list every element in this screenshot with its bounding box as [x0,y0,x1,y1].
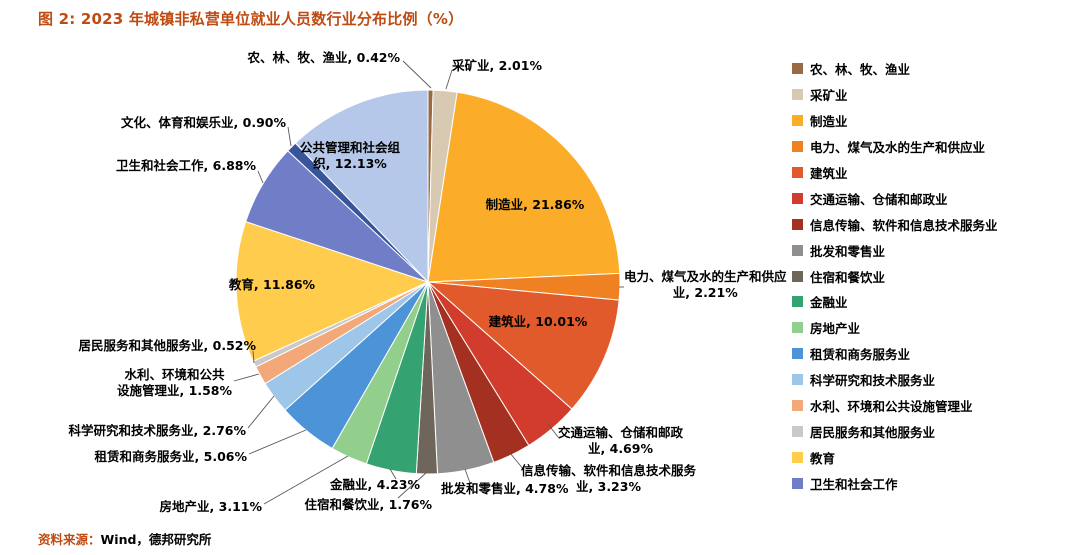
legend-item-5: 交通运输、仓储和邮政业 [792,185,998,211]
legend-label-14: 居民服务和其他服务业 [810,424,936,440]
pie-slice-2 [427,91,621,283]
legend-item-6: 信息传输、软件和信息技术服务业 [792,211,998,237]
leader-line-6 [509,452,525,471]
legend-swatch-6 [792,218,803,230]
legend-item-13: 水利、环境和公共设施管理业 [792,393,998,419]
legend-label-6: 信息传输、软件和信息技术服务业 [810,217,998,233]
figure-title: 图 2: 2023 年城镇非私营单位就业人员数行业分布比例（%） [38,10,464,28]
source-prefix: 资料来源： [38,532,101,547]
pie-label-9: 金融业, 4.23% [330,477,420,492]
legend-swatch-15 [792,451,803,463]
legend-label-3: 电力、煤气及水的生产和供应业 [810,140,986,156]
leader-line-11 [248,429,307,455]
legend-swatch-2 [792,115,803,127]
leader-line-9 [389,468,397,480]
legend-item-8: 住宿和餐饮业 [792,263,998,289]
pie-slice-18 [294,89,429,284]
legend-item-9: 金融业 [792,289,998,315]
leader-line-16 [257,170,264,184]
legend-label-5: 交通运输、仓储和邮政业 [810,191,948,207]
legend-label-0: 农、林、牧、渔业 [810,62,911,78]
pie-label-8: 住宿和餐饮业, 1.76% [304,497,432,512]
legend-item-2: 制造业 [792,108,998,134]
legend-item-16: 卫生和社会工作 [792,470,998,496]
legend-item-10: 房地产业 [792,315,998,341]
leader-line-5 [547,423,559,438]
legend-swatch-5 [792,192,803,204]
legend-swatch-4 [792,167,803,178]
pie-slice-15 [235,220,430,362]
legend-item-0: 农、林、牧、渔业 [792,56,998,82]
legend-label-9: 金融业 [810,295,848,311]
legend-label-10: 房地产业 [810,321,861,337]
source-text: Wind，德邦研究所 [100,532,212,547]
legend-swatch-8 [792,270,803,282]
leader-line-7 [464,468,471,484]
legend-swatch-11 [792,348,803,360]
pie-label-4: 建筑业, 10.01% [488,314,588,329]
pie-label-13: 水利、环境和公共 设施管理业, 1.58% [117,367,232,398]
legend-label-12: 科学研究和技术服务业 [810,373,936,389]
legend-item-3: 电力、煤气及水的生产和供应业 [792,134,998,160]
pie-label-11: 租赁和商务服务业, 5.06% [94,449,247,464]
legend-swatch-13 [792,400,803,412]
legend-item-1: 采矿业 [792,82,998,108]
legend-swatch-1 [792,89,803,101]
legend-label-1: 采矿业 [810,88,848,104]
pie-label-10: 房地产业, 3.11% [159,499,262,514]
leader-line-13 [233,373,260,382]
leader-line-14 [252,350,255,364]
pie-label-7: 批发和零售业, 4.78% [441,481,569,496]
source-note: 资料来源：Wind，德邦研究所 [38,529,211,548]
leader-line-10 [263,455,349,505]
legend-item-14: 居民服务和其他服务业 [792,418,998,444]
pie-label-5: 交通运输、仓储和邮政 业, 4.69% [558,425,684,456]
leader-line-1 [445,69,453,90]
pie-label-12: 科学研究和技术服务业, 2.76% [68,423,246,438]
pie-label-0: 农、林、牧、渔业, 0.42% [247,50,400,65]
legend-label-16: 卫生和社会工作 [810,476,898,492]
legend-item-7: 批发和零售业 [792,237,998,263]
legend-label-15: 教育 [810,450,836,466]
legend-label-4: 建筑业 [810,166,848,181]
legend-swatch-12 [792,374,803,386]
legend-swatch-14 [792,425,803,437]
legend-label-11: 租赁和商务服务业 [810,347,911,363]
pie-label-14: 居民服务和其他服务业, 0.52% [78,338,256,353]
leader-line-17 [287,126,292,147]
legend-label-2: 制造业 [810,114,848,130]
legend: 农、林、牧、渔业 采矿业制造业电力、煤气及水的生产和供应业 建筑业交通运输、仓储和邮… [792,56,998,496]
legend-item-11: 租赁和商务服务业 [792,341,998,367]
leader-line-8 [397,472,427,499]
pie-label-2: 制造业, 21.86% [485,197,585,212]
legend-swatch-16 [792,477,803,489]
leader-line-12 [247,395,275,429]
legend-item-4: 建筑业 [792,160,998,186]
legend-item-12: 科学研究和技术服务业 [792,367,998,393]
legend-swatch-7 [792,244,803,256]
legend-item-15: 教育 [792,444,998,470]
legend-label-8: 住宿和餐饮业 [810,269,886,285]
pie-label-17: 文化、体育和娱乐业, 0.90% [121,115,286,130]
pie-slice-4 [426,281,620,410]
pie-label-1: 采矿业, 2.01% [452,58,542,73]
pie-label-16: 卫生和社会工作, 6.88% [116,158,256,173]
pie-label-3: 电力、煤气及水的生产和供应 业, 2.21% [624,269,787,300]
leader-line-0 [402,60,432,89]
legend-swatch-10 [792,322,803,334]
pie-label-6: 信息传输、软件和信息技术服务 业, 3.23% [521,463,697,494]
legend-swatch-0 [792,63,803,75]
pie-label-18: 公共管理和社会组 织, 12.13% [299,140,401,171]
legend-swatch-3 [792,141,803,153]
pie-label-15: 教育, 11.86% [228,277,316,292]
legend-label-7: 批发和零售业 [810,243,886,259]
legend-label-13: 水利、环境和公共设施管理业 [810,399,973,415]
legend-swatch-9 [792,296,803,308]
